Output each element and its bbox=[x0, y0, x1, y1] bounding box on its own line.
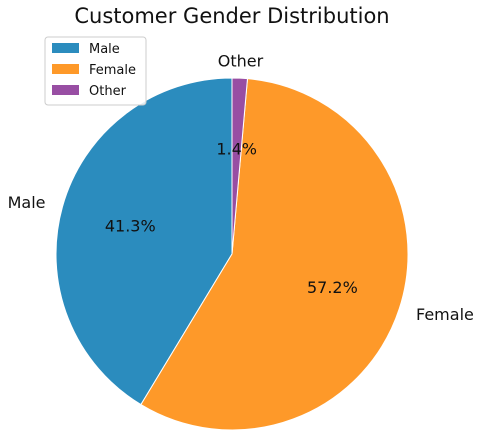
percent-label-female: 57.2% bbox=[307, 278, 358, 297]
pie-slice-other bbox=[231, 77, 249, 255]
legend-label-male: Male bbox=[89, 42, 120, 57]
percent-label-male: 41.3% bbox=[105, 217, 156, 236]
legend-label-female: Female bbox=[89, 63, 136, 78]
percent-label-other: 1.4% bbox=[216, 140, 257, 159]
pie-slice-female bbox=[140, 78, 409, 431]
pie-slice-male bbox=[55, 77, 233, 406]
legend-swatch-male bbox=[52, 43, 79, 53]
chart-title: Customer Gender Distribution bbox=[74, 4, 389, 28]
chart-legend: Male Female Other bbox=[44, 36, 147, 106]
pie-slices bbox=[55, 77, 409, 431]
legend-label-other: Other bbox=[89, 84, 127, 99]
legend-swatch-female bbox=[52, 64, 79, 74]
legend-swatch-other bbox=[52, 85, 79, 95]
pie-labels: 41.3% Male 57.2% Female 1.4% Other bbox=[8, 52, 474, 325]
slice-label-other: Other bbox=[218, 52, 264, 71]
slice-label-male: Male bbox=[8, 193, 46, 212]
slice-label-female: Female bbox=[416, 305, 474, 324]
